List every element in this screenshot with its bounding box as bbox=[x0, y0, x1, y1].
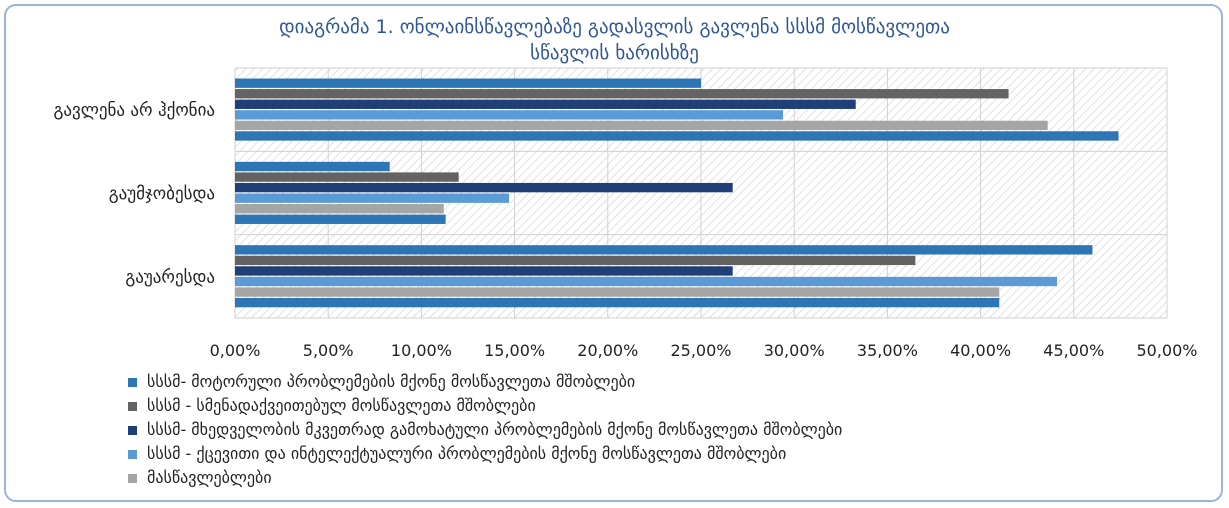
legend-swatch bbox=[128, 401, 137, 411]
bar bbox=[235, 99, 856, 109]
legend-item: სსსმ- მხედველობის მკვეთრად გამოხატული პრ… bbox=[128, 418, 842, 442]
bar bbox=[235, 297, 1000, 308]
chart-title-line-2: სწავლის ხარისხზე bbox=[530, 42, 699, 64]
legend-label: სსსმ - ქცევითი და ინტელექტუალური პრობლემ… bbox=[147, 444, 787, 463]
bar bbox=[235, 266, 733, 276]
chart-title: დიაგრამა 1. ონლაინსწავლებაზე გადასვლის გ… bbox=[0, 14, 1229, 66]
legend-label: მასწავლებლები bbox=[147, 468, 272, 487]
x-tick-label: 50,00% bbox=[1136, 341, 1197, 360]
bar bbox=[235, 78, 701, 88]
x-tick-label: 15,00% bbox=[484, 341, 545, 360]
chart-title-line-1: დიაგრამა 1. ონლაინსწავლებაზე გადასვლის გ… bbox=[279, 16, 950, 38]
bar bbox=[235, 276, 1058, 287]
legend-label: სსსმ- მხედველობის მკვეთრად გამოხატული პრ… bbox=[147, 420, 843, 439]
x-tick-label: 25,00% bbox=[670, 341, 731, 360]
bar bbox=[235, 161, 390, 172]
legend-label: სსსმ - სმენადაქვეითებულ მოსწავლეთა მშობლ… bbox=[147, 396, 536, 415]
bar bbox=[235, 245, 1093, 255]
bar bbox=[235, 110, 784, 120]
category-label: გავლენა არ ჰქონია bbox=[54, 101, 215, 121]
legend-swatch bbox=[128, 425, 137, 435]
legend-swatch bbox=[128, 377, 137, 387]
category-label: გაუარესდა bbox=[125, 267, 215, 287]
legend-item: სსსმ- მოტორული პრობლემების მქონე მოსწავლ… bbox=[128, 370, 842, 394]
category-label: გაუმჯობესდა bbox=[109, 184, 215, 204]
x-tick-label: 40,00% bbox=[950, 341, 1011, 360]
x-tick-label: 30,00% bbox=[764, 341, 825, 360]
legend-item: სსსმ - სმენადაქვეითებულ მოსწავლეთა მშობლ… bbox=[128, 394, 842, 418]
legend-item: სსსმ - ქცევითი და ინტელექტუალური პრობლემ… bbox=[128, 442, 842, 466]
bar bbox=[235, 287, 1000, 297]
bar bbox=[235, 193, 510, 203]
x-tick-label: 35,00% bbox=[857, 341, 918, 360]
legend-item: მასწავლებლები bbox=[128, 466, 842, 490]
legend-swatch bbox=[128, 449, 137, 459]
legend: სსსმ- მოტორული პრობლემების მქონე მოსწავლ… bbox=[128, 370, 842, 490]
bar bbox=[235, 204, 444, 214]
x-tick-label: 20,00% bbox=[577, 341, 638, 360]
bar bbox=[235, 255, 916, 266]
x-tick-label: 45,00% bbox=[1043, 341, 1104, 360]
x-tick-label: 10,00% bbox=[391, 341, 452, 360]
legend-swatch bbox=[128, 473, 137, 483]
bar bbox=[235, 172, 459, 182]
x-tick-label: 0,00% bbox=[210, 341, 261, 360]
bar bbox=[235, 120, 1048, 131]
bar bbox=[235, 89, 1009, 99]
legend-label: სსსმ- მოტორული პრობლემების მქონე მოსწავლ… bbox=[147, 372, 636, 391]
bar bbox=[235, 131, 1119, 141]
bar bbox=[235, 214, 446, 224]
bar bbox=[235, 182, 733, 193]
x-tick-label: 5,00% bbox=[303, 341, 354, 360]
